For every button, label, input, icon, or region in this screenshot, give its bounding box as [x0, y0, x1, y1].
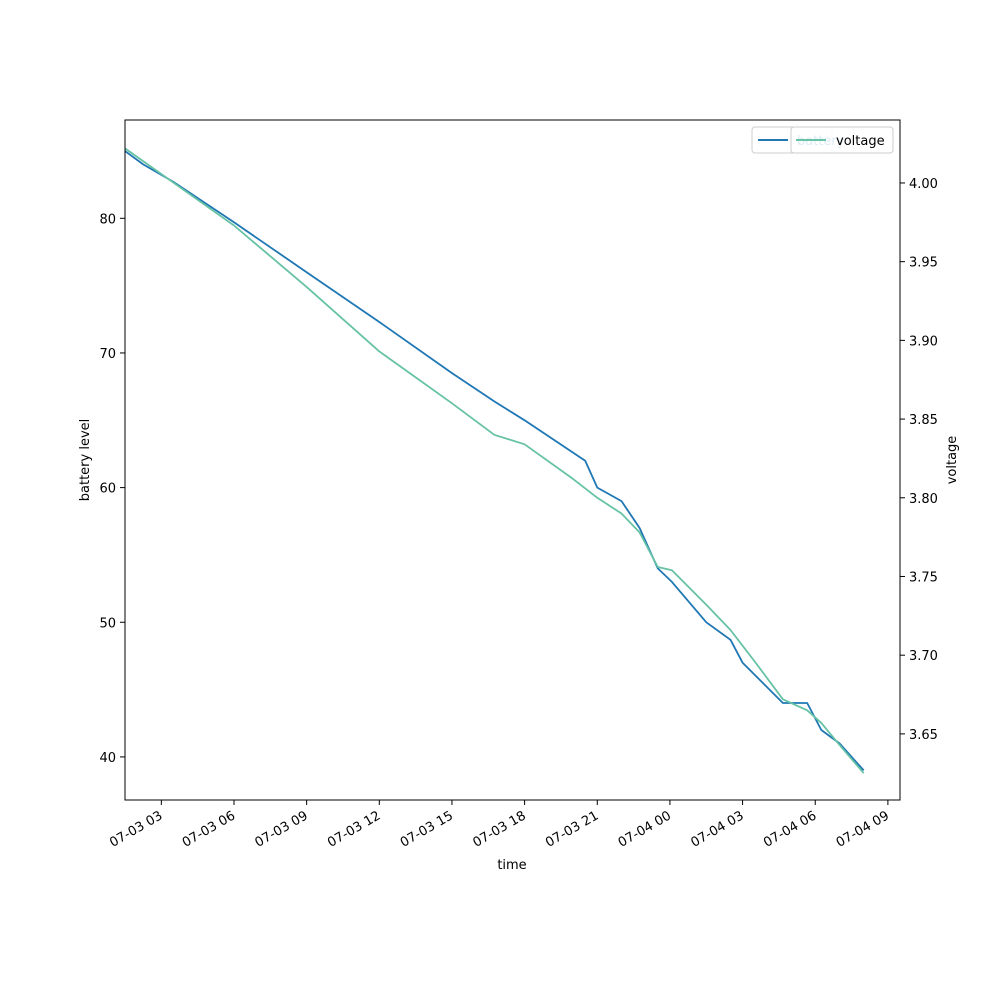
- series-line-voltage: [124, 147, 865, 774]
- y-right-tick-label: 3.80: [909, 492, 938, 507]
- legend-voltage: voltage: [790, 126, 894, 154]
- x-tick-label: 07-04 03: [688, 808, 746, 850]
- plot-frame: [124, 119, 901, 801]
- y-axis-left: 40 50 60 70 80: [99, 212, 125, 766]
- x-tick-label: 07-03 12: [325, 808, 383, 850]
- x-tick-label: 07-04 09: [834, 808, 892, 850]
- x-tick-label: 07-03 03: [107, 808, 165, 850]
- y-right-tick-label: 3.65: [909, 728, 938, 743]
- y-axis-right: 3.65 3.70 3.75 3.80 3.85 3.90 3.95 4.00: [900, 177, 938, 743]
- y-right-tick-label: 3.90: [909, 334, 938, 349]
- y-right-tick-label: 3.85: [909, 413, 938, 428]
- x-tick-label: 07-03 18: [470, 808, 528, 850]
- legend-voltage-label: voltage: [836, 134, 885, 149]
- y-left-tick-label: 50: [99, 616, 116, 631]
- y-right-tick-label: 3.75: [909, 570, 938, 585]
- y-right-tick-label: 3.95: [909, 256, 938, 271]
- y-right-tick-label: 3.70: [909, 649, 938, 664]
- plot-area: [124, 147, 865, 774]
- y-left-tick-label: 80: [99, 212, 116, 227]
- y-axis-left-label: battery level: [78, 419, 93, 502]
- y-left-tick-label: 70: [99, 347, 116, 362]
- series-line-battery: [124, 150, 865, 772]
- x-tick-label: 07-04 00: [616, 808, 674, 850]
- y-axis-right-label: voltage: [945, 436, 960, 485]
- x-tick-label: 07-03 21: [543, 808, 601, 850]
- x-tick-label: 07-03 06: [180, 808, 238, 850]
- x-tick-label: 07-03 15: [398, 808, 456, 850]
- y-left-tick-label: 60: [99, 482, 116, 497]
- y-left-tick-label: 40: [99, 751, 116, 766]
- y-right-tick-label: 4.00: [909, 177, 938, 192]
- x-axis: 07-03 03 07-03 06 07-03 09 07-03 12 07-03 15…: [107, 800, 892, 851]
- x-tick-label: 07-04 06: [761, 808, 819, 850]
- x-axis-label: time: [497, 858, 526, 873]
- x-tick-label: 07-03 09: [253, 808, 311, 850]
